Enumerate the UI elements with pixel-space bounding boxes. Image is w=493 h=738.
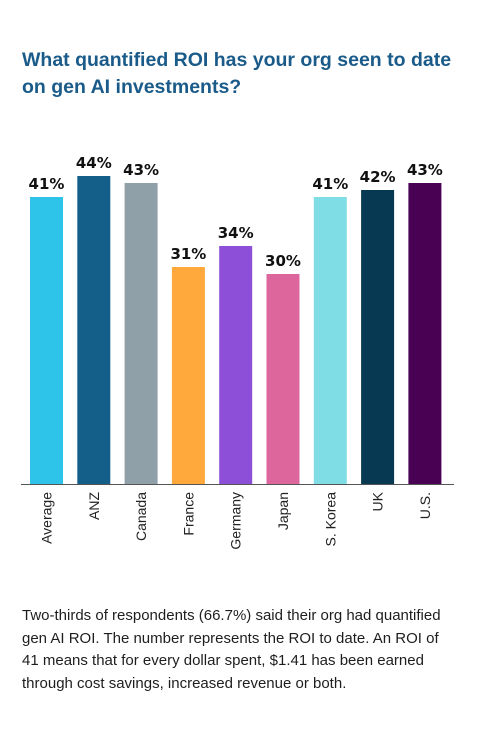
value-label-uk: 42% [360, 168, 396, 186]
value-label-average: 41% [29, 175, 65, 193]
bar-france [171, 267, 205, 484]
value-label-canada: 43% [123, 161, 159, 179]
bar-anz [77, 176, 111, 484]
category-label-anz: ANZ [86, 492, 102, 520]
bar-uk [361, 190, 395, 484]
chart-title: What quantified ROI has your org seen to… [22, 49, 452, 98]
category-label-s-korea: S. Korea [322, 492, 338, 547]
category-labels-group: Average ANZ Canada France Germany Japan S. Kor… [39, 491, 433, 549]
category-label-canada: Canada [133, 492, 149, 541]
value-label-s-korea: 41% [312, 175, 348, 193]
bars-group [30, 176, 442, 484]
bar-average [30, 197, 63, 484]
value-label-japan: 30% [265, 252, 301, 270]
bar-chart: 41% 44% 43% 31% 34% 30% 41% 42% 43% Average ANZ Ca… [21, 154, 454, 550]
bar-u-s [408, 183, 442, 484]
value-label-anz: 44% [76, 154, 112, 172]
bar-japan [266, 274, 300, 484]
category-label-average: Average [39, 492, 55, 544]
bar-germany [219, 246, 253, 484]
category-label-japan: Japan [275, 492, 291, 530]
value-label-u-s: 43% [407, 161, 443, 179]
category-label-germany: Germany [228, 492, 244, 550]
value-label-germany: 34% [218, 224, 254, 242]
bar-s-korea [313, 197, 347, 484]
value-labels-group: 41% 44% 43% 31% 34% 30% 41% 42% 43% [29, 154, 443, 270]
category-label-france: France [180, 492, 196, 536]
category-label-uk: UK [370, 491, 386, 511]
category-label-u-s: U.S. [417, 492, 433, 519]
bar-canada [124, 183, 158, 484]
chart-caption: Two-thirds of respondents (66.7%) said t… [22, 607, 441, 692]
value-label-france: 31% [170, 245, 206, 263]
